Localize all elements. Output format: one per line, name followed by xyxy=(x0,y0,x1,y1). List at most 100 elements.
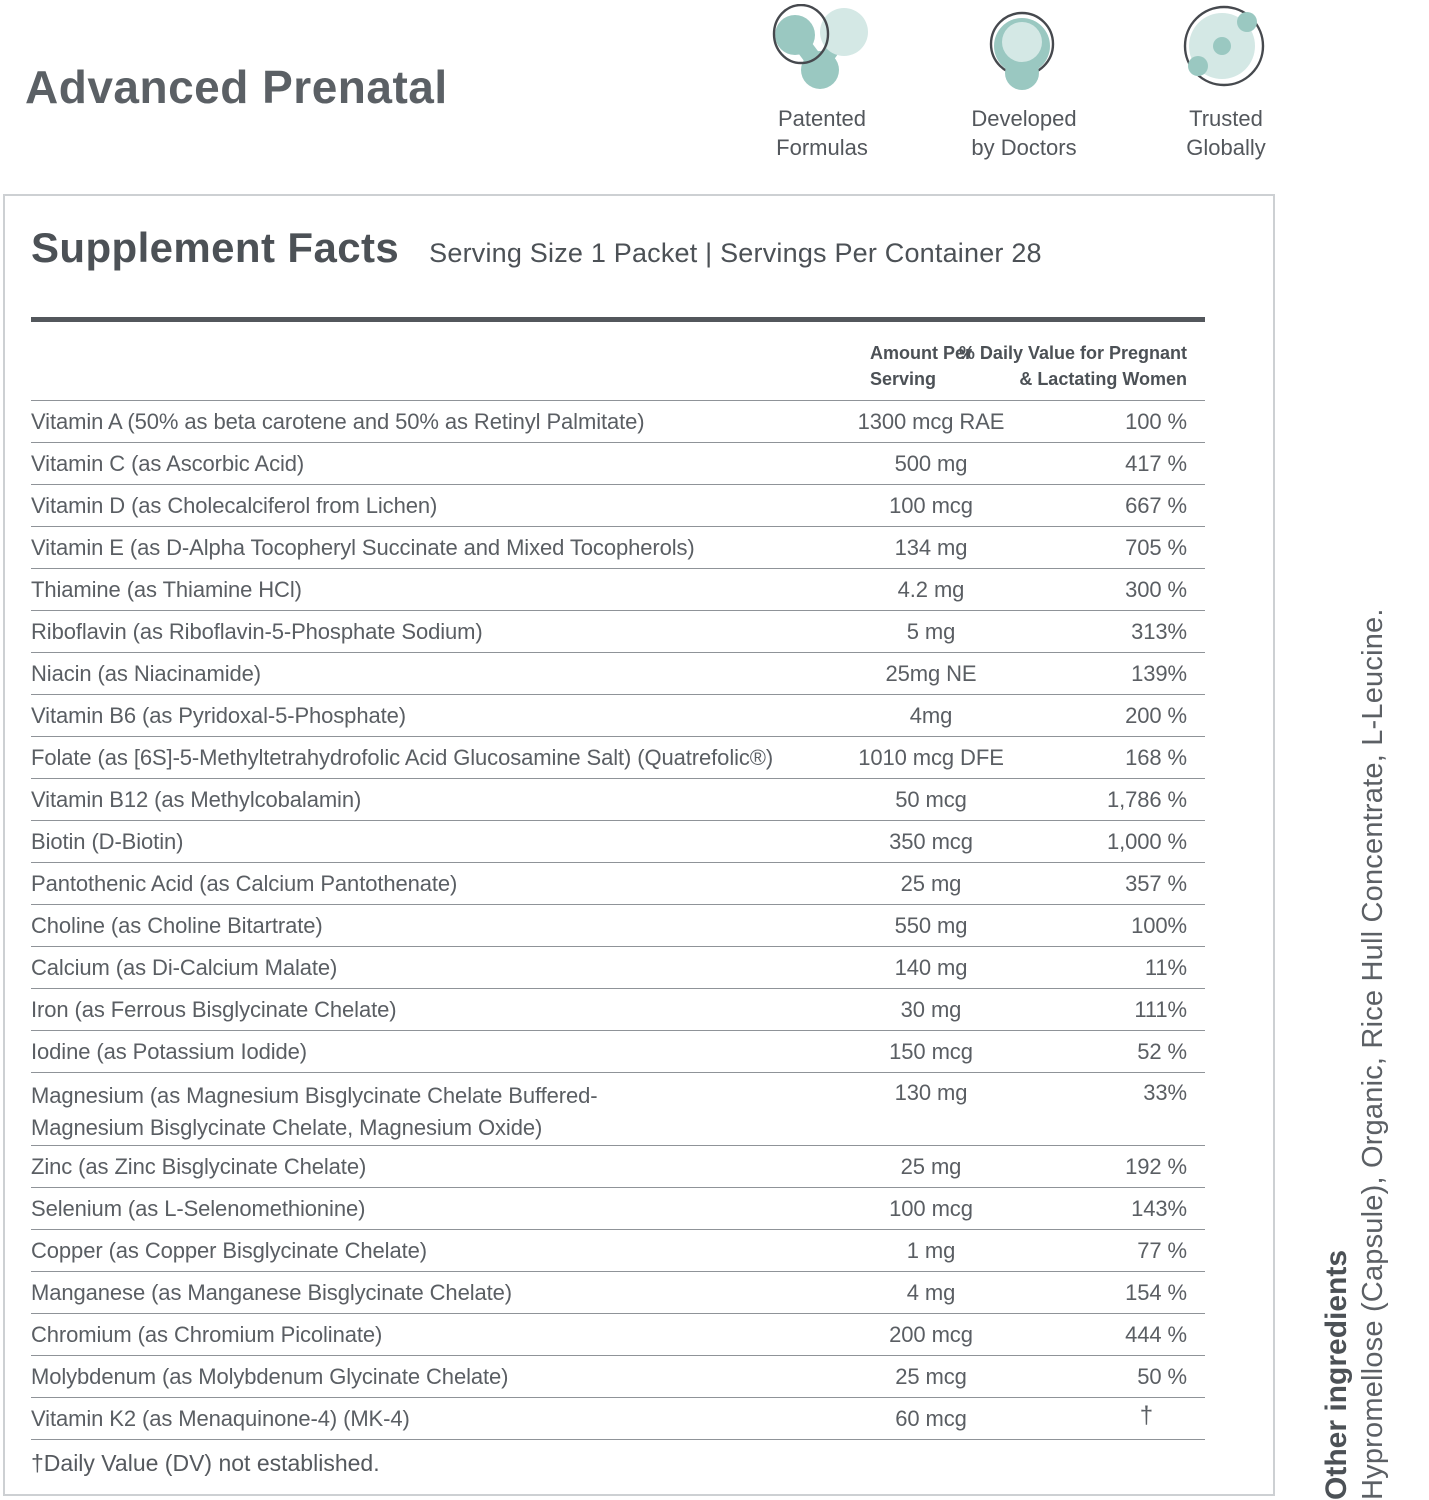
nutrient-amount: 25 mg xyxy=(900,1153,962,1179)
table-row: Niacin (as Niacinamide) 25mg NE 139% xyxy=(31,653,1205,695)
nutrient-daily-value: 1,786 % xyxy=(1106,786,1187,812)
nutrient-name: Choline (as Choline Bitartrate) xyxy=(31,912,323,938)
table-row: Folate (as [6S]-5-Methyltetrahydrofolic … xyxy=(31,737,1205,779)
supplement-facts-panel: Supplement Facts Serving Size 1 Packet |… xyxy=(3,194,1275,1496)
nutrient-name: Calcium (as Di-Calcium Malate) xyxy=(31,954,338,980)
nutrient-name: Folate (as [6S]-5-Methyltetrahydrofolic … xyxy=(31,744,774,770)
table-row: Vitamin K2 (as Menaquinone-4) (MK-4) 60 m… xyxy=(31,1398,1205,1440)
nutrient-daily-value: 11% xyxy=(1144,954,1187,980)
nutrient-name: Magnesium (as Magnesium Bisglycinate Che… xyxy=(31,1083,598,1140)
nutrient-amount: 30 mg xyxy=(900,996,962,1022)
nutrient-daily-value: 667 % xyxy=(1125,492,1187,518)
nutrient-daily-value: 1,000 % xyxy=(1106,828,1187,854)
table-row: Magnesium (as Magnesium Bisglycinate Che… xyxy=(31,1073,1205,1146)
nutrient-amount: 100 mcg xyxy=(889,492,973,518)
nutrient-daily-value: 313% xyxy=(1131,618,1187,644)
nutrient-amount: 150 mcg xyxy=(889,1038,973,1064)
badge-patented-formulas: Patented Formulas xyxy=(752,4,892,162)
other-ingredients-block: Other ingredients Hypromellose (Capsule)… xyxy=(1318,600,1392,1500)
table-row: Riboflavin (as Riboflavin-5-Phosphate So… xyxy=(31,611,1205,653)
nutrient-name: Biotin (D-Biotin) xyxy=(31,828,184,854)
badge-developed-by-doctors: Developed by Doctors xyxy=(954,4,1094,162)
nutrient-amount: 1300 mcg RAE xyxy=(857,408,1005,434)
nutrient-amount: 4mg xyxy=(909,702,953,728)
nutrient-name: Pantothenic Acid (as Calcium Pantothenat… xyxy=(31,870,458,896)
nutrient-name: Thiamine (as Thiamine HCl) xyxy=(31,576,302,602)
nutrient-amount: 60 mcg xyxy=(895,1405,967,1431)
nutrient-amount: 25mg NE xyxy=(885,660,977,686)
table-row: Manganese (as Manganese Bisglycinate Che… xyxy=(31,1272,1205,1314)
nutrient-daily-value: 77 % xyxy=(1137,1237,1187,1263)
other-ingredients-heading: Other ingredients xyxy=(1320,1249,1353,1500)
nutrient-daily-value: 33% xyxy=(1143,1080,1187,1105)
table-row: Biotin (D-Biotin) 350 mcg 1,000 % xyxy=(31,821,1205,863)
table-row: Vitamin B12 (as Methylcobalamin) 50 mcg 1,… xyxy=(31,779,1205,821)
nutrient-daily-value: 100 % xyxy=(1125,408,1187,434)
nutrient-daily-value: 444 % xyxy=(1125,1321,1187,1347)
nutrient-name: Copper (as Copper Bisglycinate Chelate) xyxy=(31,1237,427,1263)
nutrient-name: Vitamin A (50% as beta carotene and 50% … xyxy=(31,408,645,434)
table-row: Vitamin A (50% as beta carotene and 50% … xyxy=(31,401,1205,443)
nutrient-name: Zinc (as Zinc Bisglycinate Chelate) xyxy=(31,1153,367,1179)
badge-trusted-globally: Trusted Globally xyxy=(1156,4,1296,162)
nutrient-name: Iodine (as Potassium Iodide) xyxy=(31,1038,308,1064)
table-row: Calcium (as Di-Calcium Malate) 140 mg 11% xyxy=(31,947,1205,989)
table-row: Vitamin D (as Cholecalciferol from Liche… xyxy=(31,485,1205,527)
globe-icon xyxy=(1183,5,1265,87)
header-divider xyxy=(31,317,1205,322)
capsule-icon xyxy=(989,11,1055,90)
nutrient-amount: 550 mg xyxy=(894,912,968,938)
table-row: Thiamine (as Thiamine HCl) 4.2 mg 300 % xyxy=(31,569,1205,611)
column-headers: Amount Per Serving % Daily Value for Pre… xyxy=(31,336,1205,398)
table-row: Copper (as Copper Bisglycinate Chelate) 1… xyxy=(31,1230,1205,1272)
table-row: Molybdenum (as Molybdenum Glycinate Chel… xyxy=(31,1356,1205,1398)
nutrient-name: Vitamin E (as D-Alpha Tocopheryl Succina… xyxy=(31,534,695,560)
nutrient-amount: 4.2 mg xyxy=(897,576,965,602)
nutrient-daily-value: 417 % xyxy=(1125,450,1187,476)
nutrient-name: Vitamin K2 (as Menaquinone-4) (MK-4) xyxy=(31,1405,410,1431)
nutrient-daily-value: 705 % xyxy=(1125,534,1187,560)
serving-info: Serving Size 1 Packet | Servings Per Con… xyxy=(429,238,1042,268)
footnote: †Daily Value (DV) not established. xyxy=(31,1450,380,1476)
nutrient-amount: 500 mg xyxy=(894,450,968,476)
nutrient-amount: 25 mg xyxy=(900,870,962,896)
supplement-facts-title: Supplement Facts xyxy=(31,224,400,271)
table-row: Iodine (as Potassium Iodide) 150 mcg 52 % xyxy=(31,1031,1205,1073)
table-row: Vitamin C (as Ascorbic Acid) 500 mg 417 % xyxy=(31,443,1205,485)
nutrient-name: Niacin (as Niacinamide) xyxy=(31,660,262,686)
badge-label: Trusted Globally xyxy=(1186,106,1266,161)
nutrient-daily-value: 139% xyxy=(1131,660,1187,686)
nutrient-name: Riboflavin (as Riboflavin-5-Phosphate So… xyxy=(31,618,483,644)
nutrient-daily-value: † xyxy=(1139,1402,1153,1429)
table-row: Choline (as Choline Bitartrate) 550 mg 100… xyxy=(31,905,1205,947)
badge-label: Developed by Doctors xyxy=(971,106,1077,161)
nutrient-name: Manganese (as Manganese Bisglycinate Che… xyxy=(31,1279,513,1305)
nutrient-daily-value: 52 % xyxy=(1137,1038,1187,1064)
nutrient-daily-value: 200 % xyxy=(1125,702,1187,728)
nutrient-amount: 4 mg xyxy=(906,1279,956,1305)
nutrient-amount: 130 mg xyxy=(894,1080,968,1105)
table-row: Selenium (as L-Selenomethionine) 100 mcg 1… xyxy=(31,1188,1205,1230)
nutrient-amount: 5 mg xyxy=(906,618,956,644)
nutrient-daily-value: 111% xyxy=(1134,996,1187,1022)
nutrient-name: Vitamin D (as Cholecalciferol from Liche… xyxy=(31,492,438,518)
nutrient-amount: 140 mg xyxy=(894,954,968,980)
nutrient-daily-value: 50 % xyxy=(1137,1363,1187,1389)
nutrient-name: Vitamin B12 (as Methylcobalamin) xyxy=(31,786,362,812)
nutrient-name: Iron (as Ferrous Bisglycinate Chelate) xyxy=(31,996,397,1022)
nutrient-amount: 1 mg xyxy=(906,1237,956,1263)
nutrient-amount: 1010 mcg DFE xyxy=(858,744,1004,770)
nutrient-name: Vitamin B6 (as Pyridoxal-5-Phosphate) xyxy=(31,702,406,728)
column-header-amount: Amount Per Serving xyxy=(870,343,973,390)
badge-row: Patented Formulas Developed by Doctors T… xyxy=(752,4,1296,162)
table-row: Vitamin E (as D-Alpha Tocopheryl Succina… xyxy=(31,527,1205,569)
table-row: Iron (as Ferrous Bisglycinate Chelate) 30… xyxy=(31,989,1205,1031)
nutrient-name: Selenium (as L-Selenomethionine) xyxy=(31,1195,366,1221)
badge-label: Patented Formulas xyxy=(776,106,868,161)
table-row: Pantothenic Acid (as Calcium Pantothenat… xyxy=(31,863,1205,905)
nutrient-daily-value: 168 % xyxy=(1125,744,1187,770)
nutrient-daily-value: 143% xyxy=(1131,1195,1187,1221)
nutrient-name: Chromium (as Chromium Picolinate) xyxy=(31,1321,383,1347)
nutrient-name: Molybdenum (as Molybdenum Glycinate Chel… xyxy=(31,1363,509,1389)
page-title: Advanced Prenatal xyxy=(25,61,448,113)
